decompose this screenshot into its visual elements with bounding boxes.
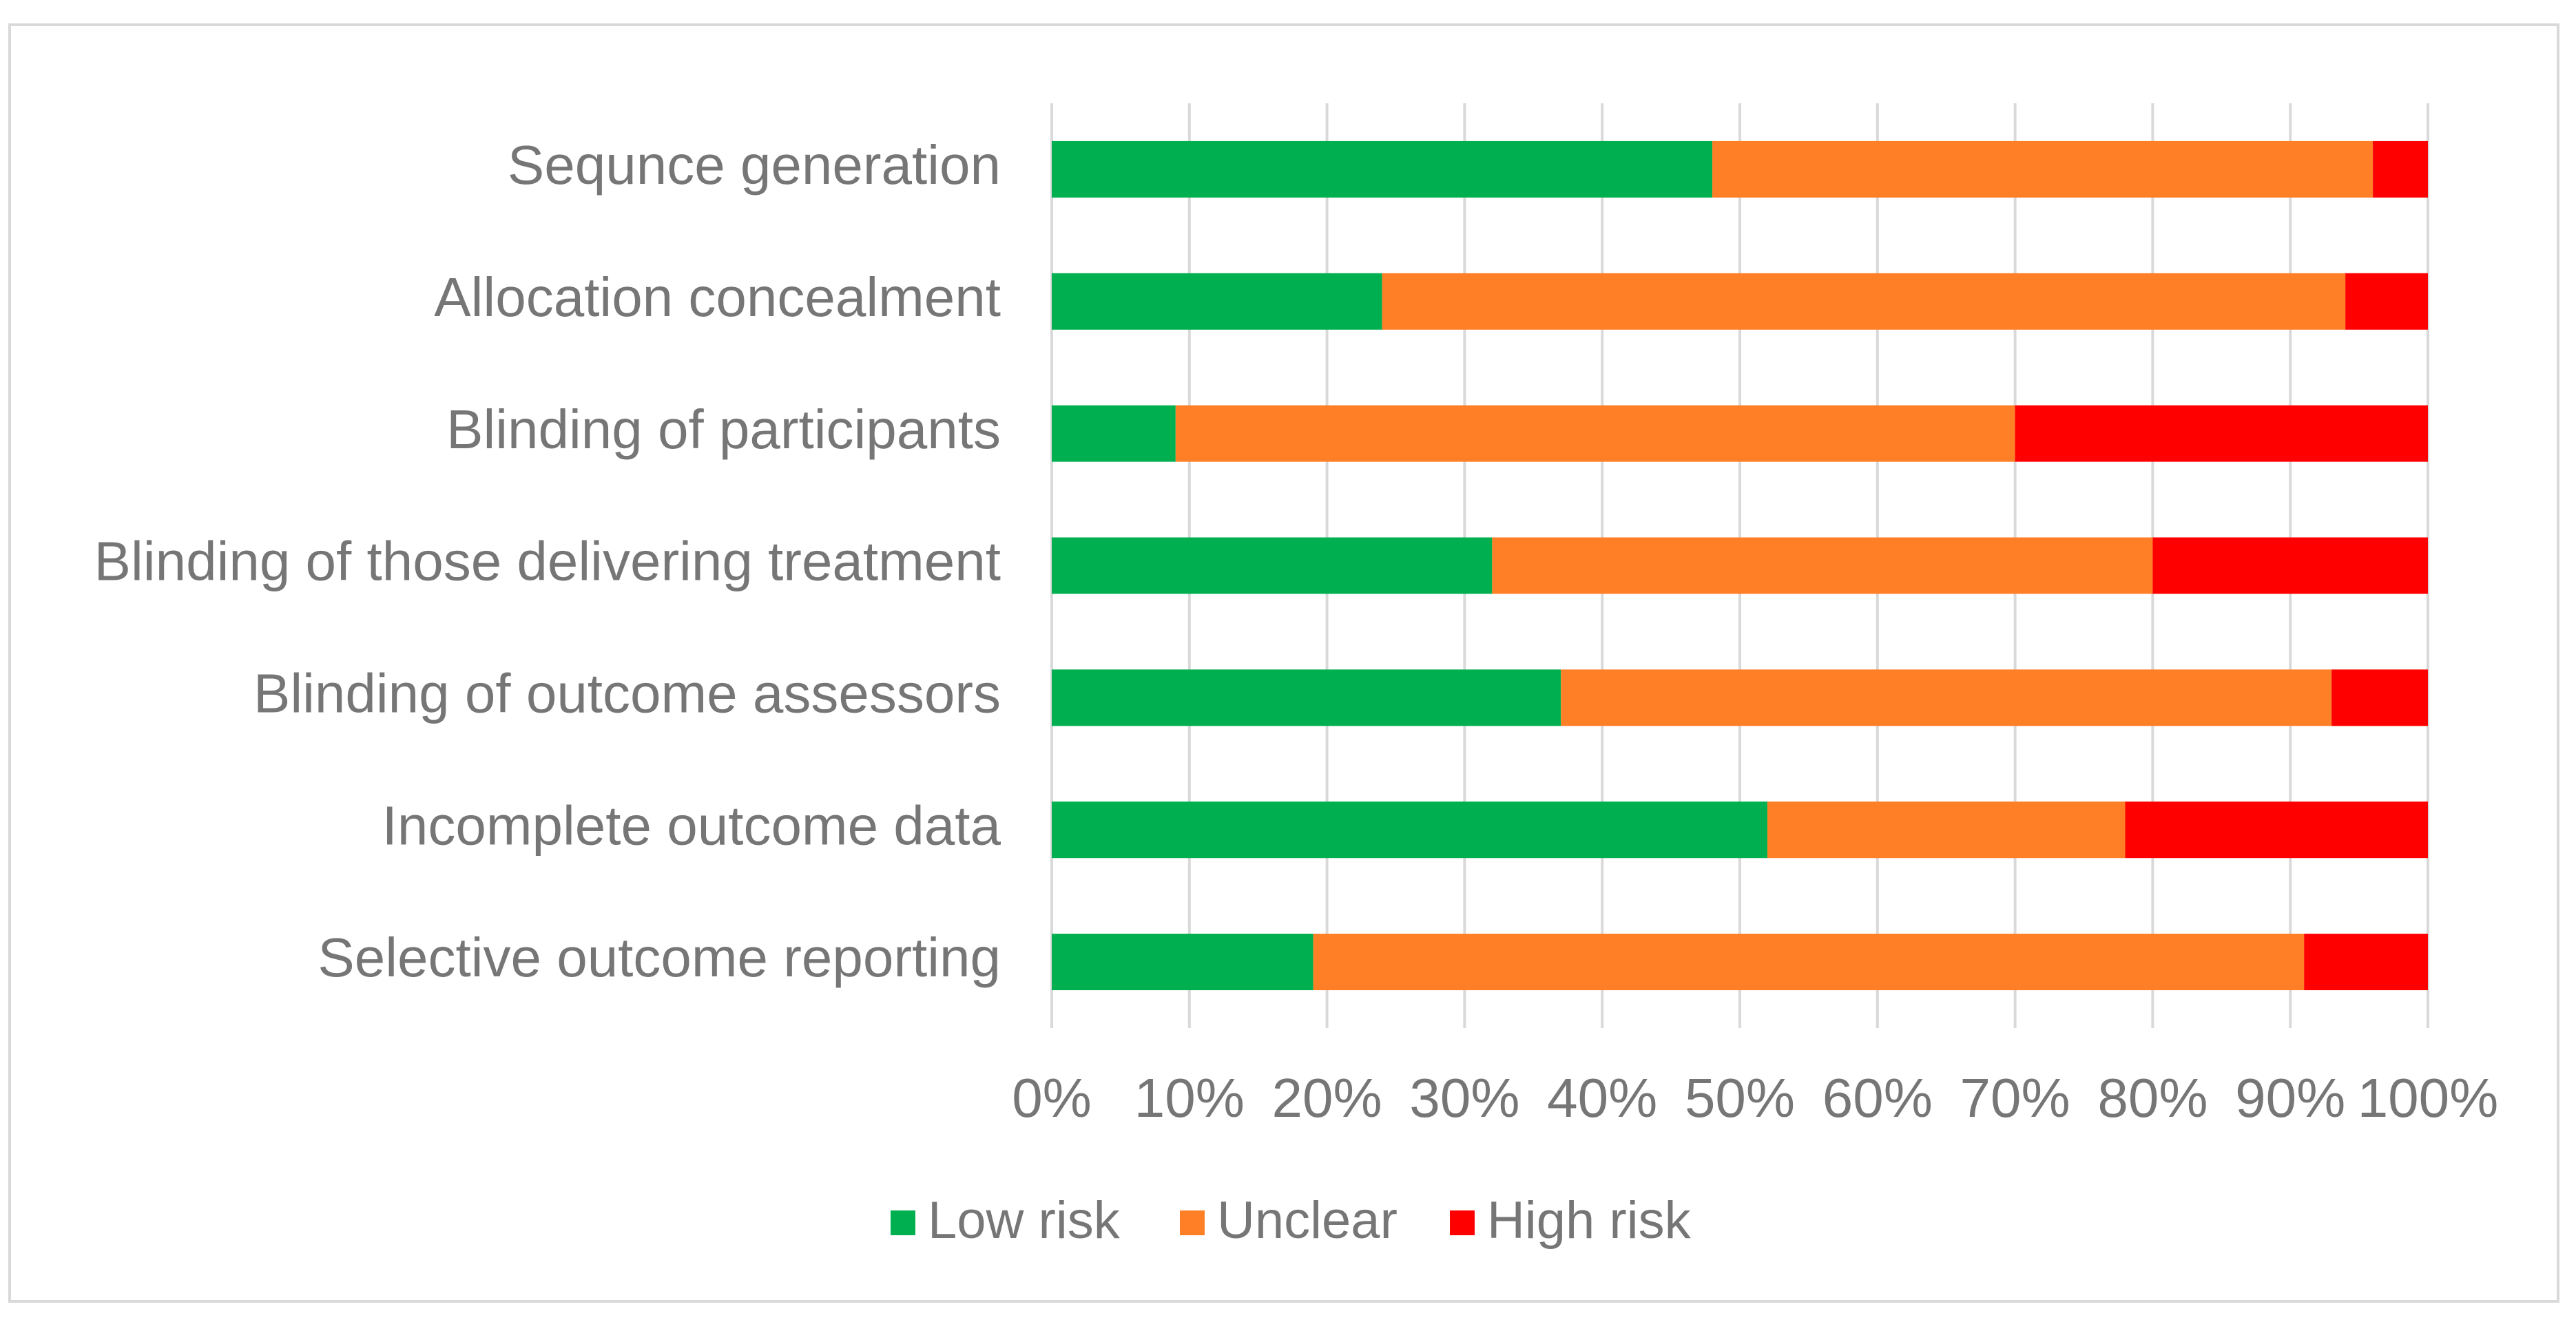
- bar-low-risk: [1052, 273, 1382, 330]
- category-labels: Sequnce generation Allocation concealment…: [94, 134, 1001, 988]
- x-tick-label: 60%: [1822, 1067, 1933, 1129]
- category-label: Sequnce generation: [508, 134, 1001, 196]
- bar-low-risk: [1052, 801, 1767, 859]
- legend-label: Low risk: [928, 1191, 1121, 1250]
- bar-unclear: [1492, 537, 2153, 594]
- category-label: Allocation concealment: [434, 266, 1001, 328]
- x-tick-label: 0%: [1012, 1067, 1092, 1129]
- bar-high-risk: [2373, 140, 2428, 198]
- bar-unclear: [1561, 669, 2332, 726]
- legend-label: Unclear: [1217, 1191, 1398, 1250]
- x-tick-label: 100%: [2358, 1067, 2499, 1129]
- legend: Low risk Unclear High risk: [891, 1191, 1692, 1250]
- bar-high-risk: [2125, 801, 2428, 859]
- bar-unclear: [1767, 801, 2126, 859]
- category-label: Blinding of those delivering treatment: [94, 531, 1001, 592]
- bar-unclear: [1712, 140, 2374, 198]
- x-tick-label: 50%: [1685, 1067, 1795, 1129]
- x-tick-label: 40%: [1547, 1067, 1657, 1129]
- bar-low-risk: [1052, 140, 1713, 198]
- bar-high-risk: [2015, 405, 2428, 462]
- legend-swatch: [1180, 1210, 1205, 1235]
- x-tick-labels: 0% 10% 20% 30% 40% 50% 60% 70% 80% 90% 100%: [1012, 1067, 2498, 1129]
- bar-low-risk: [1052, 537, 1493, 594]
- legend-label: High risk: [1487, 1191, 1692, 1250]
- x-tick-label: 20%: [1272, 1067, 1382, 1129]
- category-label: Blinding of outcome assessors: [253, 662, 1001, 724]
- bar-high-risk: [2304, 934, 2428, 991]
- x-tick-label: 30%: [1409, 1067, 1519, 1129]
- chart-frame: [8, 23, 2559, 1303]
- x-tick-label: 80%: [2097, 1067, 2208, 1129]
- x-tick-label: 10%: [1134, 1067, 1245, 1129]
- bars: [1052, 140, 2428, 991]
- bar-high-risk: [2152, 537, 2428, 594]
- bar-unclear: [1175, 405, 2015, 462]
- x-tick-label: 70%: [1960, 1067, 2070, 1129]
- bar-high-risk: [2331, 669, 2428, 726]
- bar-low-risk: [1052, 405, 1176, 462]
- legend-swatch: [1450, 1210, 1475, 1235]
- legend-swatch: [891, 1210, 915, 1235]
- bar-high-risk: [2345, 273, 2428, 330]
- bar-unclear: [1313, 934, 2305, 991]
- category-label: Incomplete outcome data: [382, 795, 1001, 856]
- category-label: Blinding of participants: [446, 399, 1001, 460]
- bar-low-risk: [1052, 669, 1561, 726]
- bar-low-risk: [1052, 934, 1313, 991]
- bar-unclear: [1382, 273, 2346, 330]
- x-tick-label: 90%: [2235, 1067, 2345, 1129]
- category-label: Selective outcome reporting: [318, 927, 1001, 988]
